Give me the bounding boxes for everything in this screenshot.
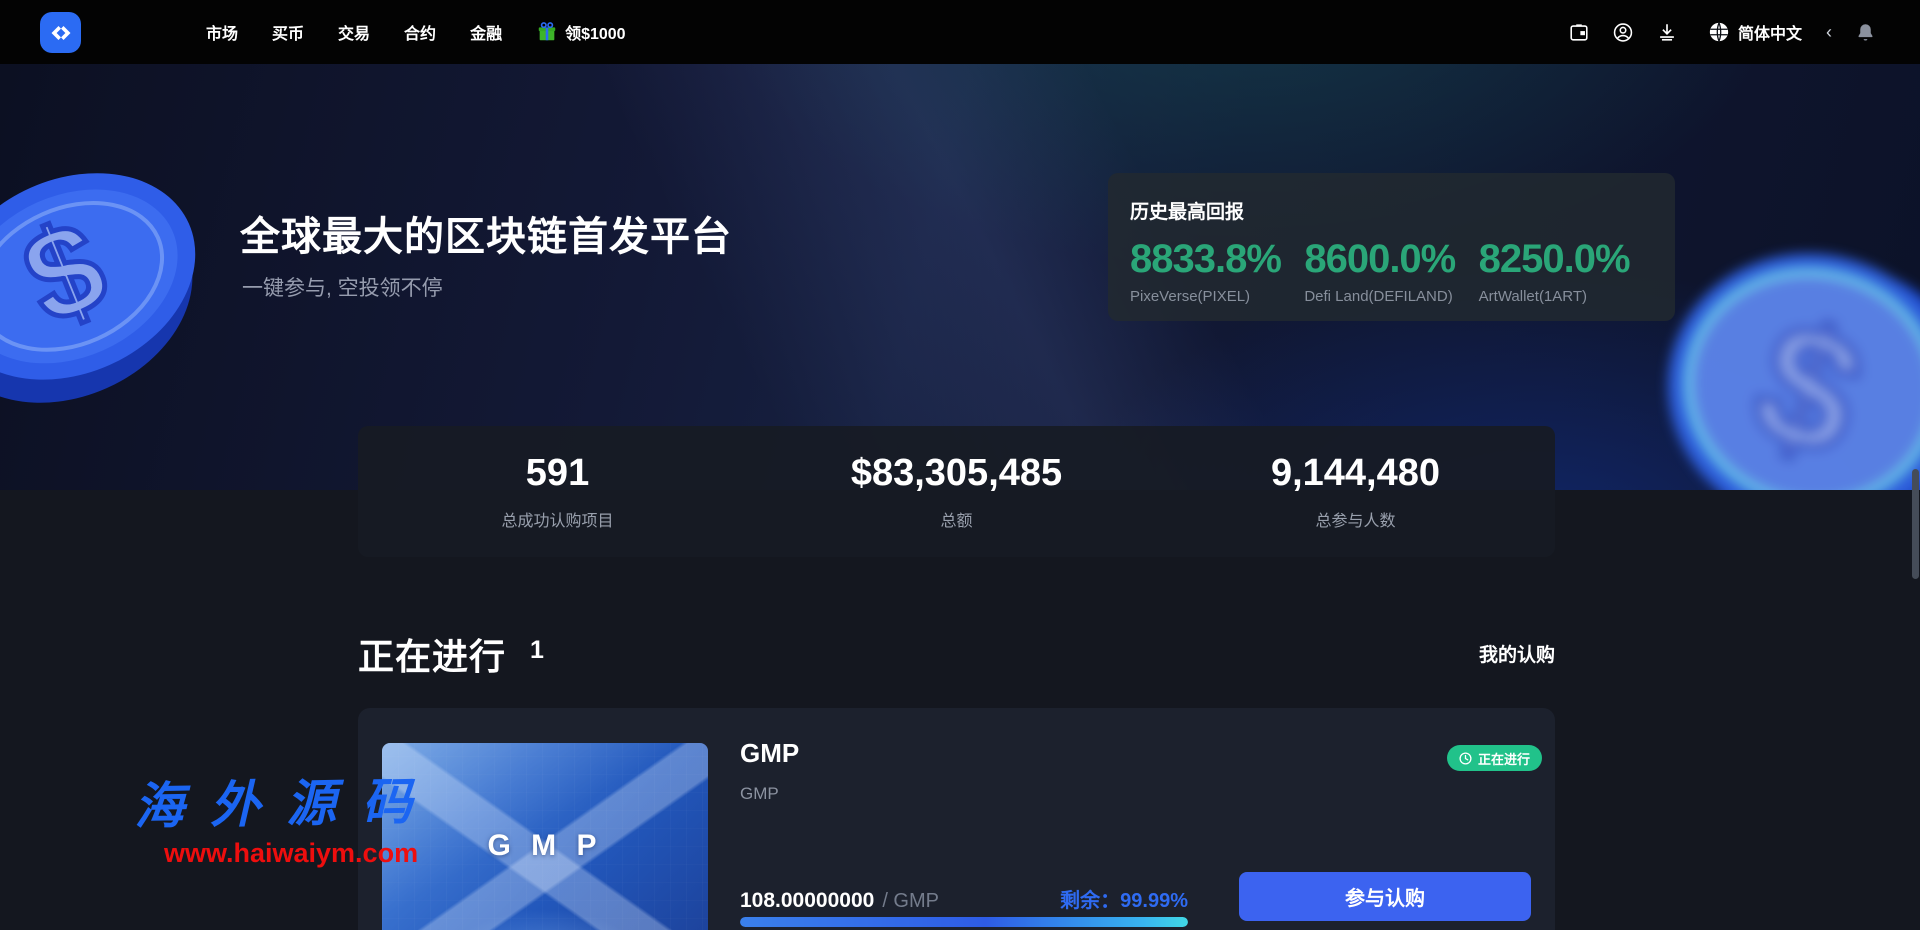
progress-bar-fill <box>740 917 1188 927</box>
dollar-coin-left: $ <box>0 164 206 419</box>
stat-value: 591 <box>525 452 590 494</box>
bonus-label: 领$1000 <box>565 26 626 43</box>
returns-percent: 8250.0% <box>1478 237 1631 281</box>
collapse-chevron-icon[interactable]: ‹ <box>1826 21 1832 42</box>
stat-item: 9,144,480 总参与人数 <box>1156 452 1555 531</box>
language-selector[interactable]: 简体中文 <box>1708 20 1802 44</box>
gift-icon <box>538 22 556 41</box>
download-icon[interactable] <box>1656 21 1678 43</box>
hero-title: 全球最大的区块链首发平台 <box>240 215 732 259</box>
project-symbol: GMP <box>740 784 779 803</box>
nav-item-buy[interactable]: 买币 <box>272 26 305 43</box>
dollar-coin-right: $ <box>1650 232 1920 490</box>
top-navbar: 市场 买币 交易 合约 金融 领$1000 <box>0 0 1920 64</box>
hero-subtitle: 一键参与, 空投领不停 <box>242 277 443 300</box>
progress-bar-track <box>740 917 1188 927</box>
nav-item-trade[interactable]: 交易 <box>338 26 371 43</box>
status-label: 正在进行 <box>1478 751 1531 767</box>
returns-item: 8250.0% ArtWallet(1ART) <box>1479 237 1653 305</box>
status-badge: 正在进行 <box>1447 745 1543 771</box>
clock-icon <box>1459 751 1472 765</box>
stat-value: 9,144,480 <box>1270 452 1441 494</box>
top-returns-panel: 历史最高回报 8833.8% PixeVerse(PIXEL) 8600.0% … <box>1108 173 1675 321</box>
brand-logo[interactable] <box>40 12 81 53</box>
project-name: GMP <box>740 738 800 768</box>
nav-item-market[interactable]: 市场 <box>206 26 239 43</box>
stat-label: 总额 <box>940 513 973 530</box>
returns-project-name: ArtWallet(1ART) <box>1478 288 1588 305</box>
stat-label: 总成功认购项目 <box>501 513 614 530</box>
project-image-hands-graphic <box>382 743 708 930</box>
subscription-amount-row: 108.00000000 / GMP 剩余：99.99% <box>740 884 1188 913</box>
returns-panel-title: 历史最高回报 <box>1130 202 1245 223</box>
remaining-percent: 剩余：99.99% <box>1060 890 1188 912</box>
project-image-grid-overlay <box>382 743 708 930</box>
stat-label: 总参与人数 <box>1315 513 1396 530</box>
vertical-scrollbar-thumb[interactable] <box>1912 469 1919 579</box>
returns-row: 8833.8% PixeVerse(PIXEL) 8600.0% Defi La… <box>1130 237 1653 305</box>
nav-item-finance[interactable]: 金融 <box>470 26 503 43</box>
nav-item-contract[interactable]: 合约 <box>404 26 437 43</box>
returns-percent: 8600.0% <box>1304 237 1456 281</box>
account-icon[interactable] <box>1612 21 1634 43</box>
main-menu: 市场 买币 交易 合约 金融 领$1000 <box>206 0 626 64</box>
returns-project-name: Defi Land(DEFILAND) <box>1304 288 1453 305</box>
wallet-icon[interactable] <box>1568 21 1590 43</box>
language-label: 简体中文 <box>1737 26 1802 43</box>
subscription-amount: 108.00000000 <box>740 889 875 912</box>
stat-item: 591 总成功认购项目 <box>358 452 757 531</box>
join-subscription-button[interactable]: 参与认购 <box>1239 872 1531 921</box>
returns-percent: 8833.8% <box>1130 237 1282 281</box>
returns-item: 8600.0% Defi Land(DEFILAND) <box>1304 237 1478 305</box>
project-image-text: G M P <box>487 829 603 862</box>
returns-project-name: PixeVerse(PIXEL) <box>1130 288 1251 305</box>
project-image[interactable]: G M P <box>382 743 708 930</box>
stat-value: $83,305,485 <box>850 452 1063 494</box>
nav-item-bonus[interactable]: 领$1000 <box>536 20 626 44</box>
my-subscriptions-link[interactable]: 我的认购 <box>1478 645 1555 666</box>
hero-section: $ $ 全球最大的区块链首发平台 一键参与, 空投领不停 历史最高回报 8833… <box>0 64 1920 490</box>
returns-item: 8833.8% PixeVerse(PIXEL) <box>1130 237 1304 305</box>
section-title: 正在进行 <box>358 636 507 677</box>
stat-item: $83,305,485 总额 <box>757 452 1156 531</box>
globe-icon <box>1709 22 1729 42</box>
project-card: G M P GMP GMP 正在进行 108.00000000 / GMP 剩余… <box>358 708 1555 930</box>
code-arrows-icon <box>51 25 70 40</box>
subscription-unit: / GMP <box>882 890 939 912</box>
ongoing-section-header: 正在进行 1 我的认购 <box>358 628 1555 680</box>
bell-icon[interactable] <box>1854 21 1876 43</box>
platform-stats-panel: 591 总成功认购项目 $83,305,485 总额 9,144,480 总参与… <box>358 426 1555 557</box>
section-count: 1 <box>530 636 544 664</box>
navbar-right: 简体中文 ‹ <box>1568 0 1876 64</box>
